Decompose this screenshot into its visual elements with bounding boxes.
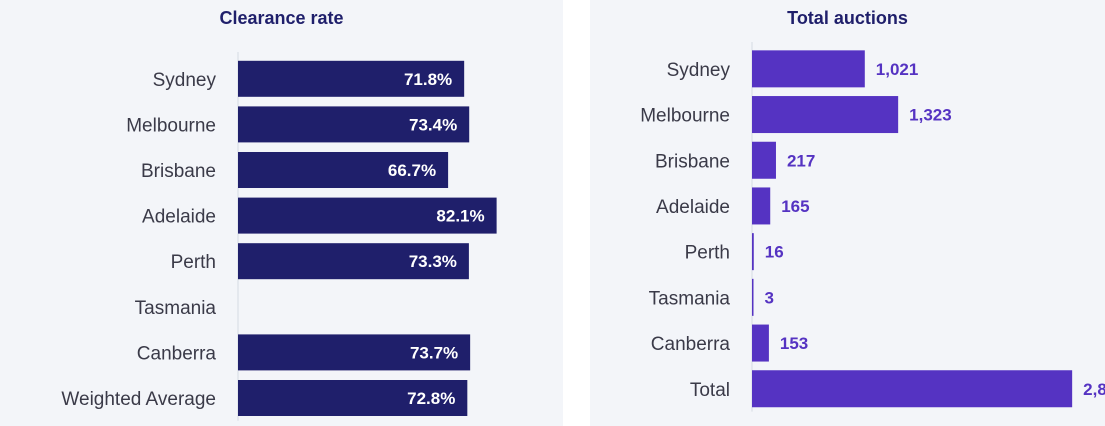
bar	[752, 141, 776, 179]
value-label: 71.8%	[404, 70, 452, 89]
category-label: Melbourne	[126, 115, 216, 136]
clearance-rate-title: Clearance rate	[219, 8, 344, 28]
category-label: Tasmania	[649, 288, 731, 309]
value-label: 217	[787, 151, 815, 170]
bar	[752, 96, 899, 134]
value-label: 3	[765, 288, 774, 307]
bar	[752, 187, 771, 225]
clearance-rate-chart: Sydney 71.8% Melbourne 73.4% Brisbane 66.7% Ad…	[61, 52, 497, 421]
value-label: 16	[765, 243, 784, 262]
value-label: 82.1%	[436, 207, 484, 226]
category-label: Brisbane	[141, 161, 216, 182]
value-label: 66.7%	[388, 161, 436, 180]
category-label: Canberra	[137, 343, 217, 364]
bar	[752, 50, 865, 88]
category-label: Sydney	[153, 70, 217, 91]
value-label: 1,323	[909, 106, 952, 125]
bar	[752, 278, 754, 316]
value-label: 153	[780, 334, 808, 353]
category-label: Weighted Average	[61, 389, 216, 410]
value-label: 73.7%	[410, 343, 458, 362]
value-label: 1,021	[876, 60, 919, 79]
total-auctions-panel: Total auctions Sydney 1,021 Melbourne 1,323…	[590, 0, 1105, 426]
bar	[238, 380, 468, 416]
value-label: 73.4%	[409, 115, 457, 134]
category-label: Canberra	[651, 334, 731, 355]
bar	[752, 324, 769, 362]
value-label: 165	[781, 197, 809, 216]
category-label: Tasmania	[135, 298, 217, 319]
value-label: 72.8%	[407, 389, 455, 408]
total-auctions-title: Total auctions	[787, 8, 908, 28]
category-label: Perth	[685, 243, 730, 264]
category-label: Adelaide	[142, 207, 216, 228]
total-auctions-chart: Sydney 1,021 Melbourne 1,323 Brisbane 217 Adel…	[640, 42, 1105, 412]
category-label: Melbourne	[640, 106, 730, 127]
value-label: 2,898	[1083, 380, 1105, 399]
bar	[752, 233, 754, 271]
clearance-rate-panel: Clearance rate Sydney 71.8% Melbourne 73.4%…	[0, 0, 563, 426]
value-label: 73.3%	[409, 252, 457, 271]
category-label: Total	[690, 380, 730, 401]
bar	[238, 243, 469, 280]
category-label: Adelaide	[656, 197, 730, 218]
bar	[752, 370, 1073, 408]
bar	[238, 197, 497, 234]
category-label: Perth	[171, 252, 216, 273]
category-label: Brisbane	[655, 151, 730, 172]
category-label: Sydney	[667, 60, 731, 81]
bar	[238, 106, 470, 143]
bar	[238, 152, 449, 188]
bar	[238, 60, 465, 97]
bar	[238, 334, 471, 371]
